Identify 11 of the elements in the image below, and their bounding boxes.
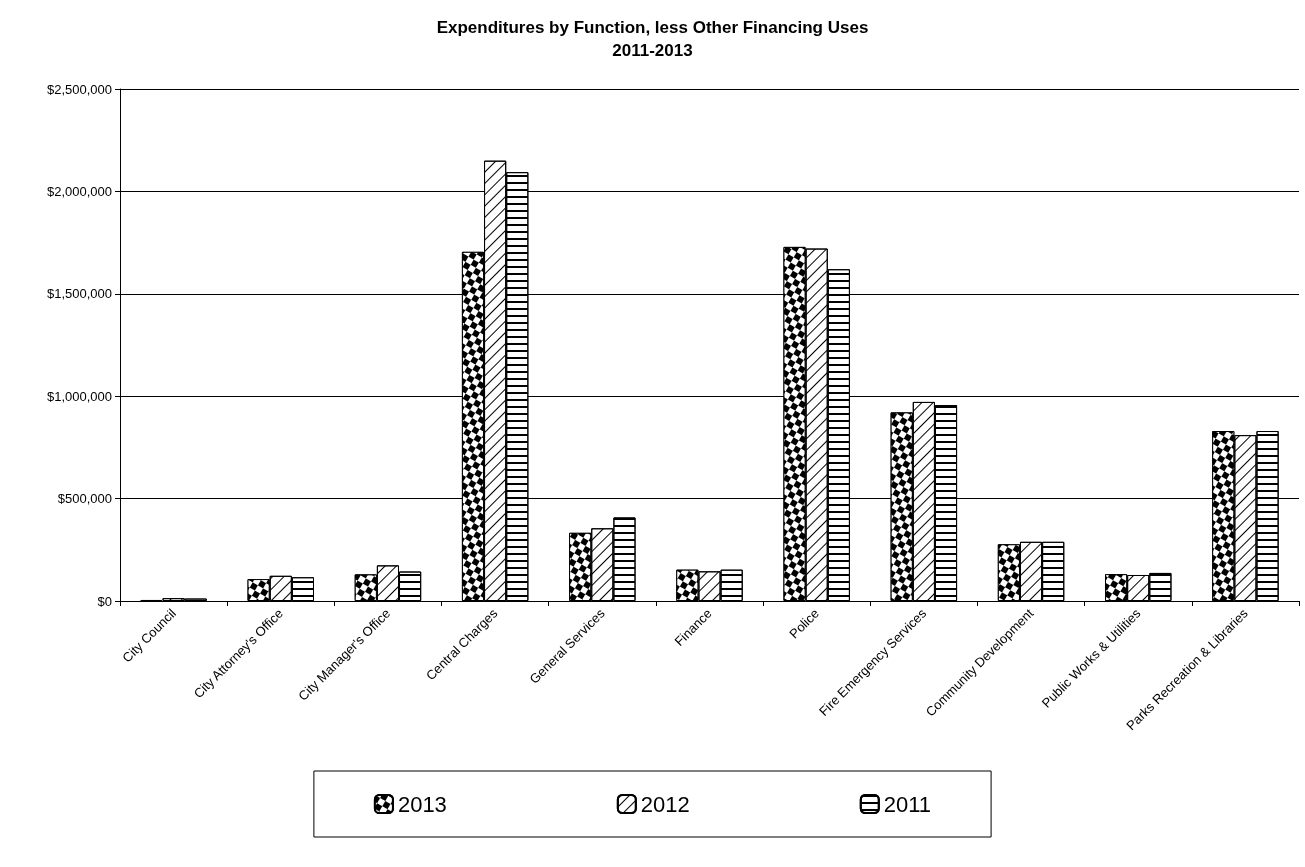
legend-label: 2013 xyxy=(397,791,447,817)
y-tick-label: $2,000,000 xyxy=(46,183,112,199)
legend-label: 2011 xyxy=(883,791,932,817)
chart-title: Expenditures by Function, less Other Financing Uses xyxy=(436,18,869,37)
y-tick-label: $1,500,000 xyxy=(46,286,112,302)
legend-label: 2012 xyxy=(640,791,690,817)
y-tick-label: $500,000 xyxy=(57,491,112,507)
y-tick-label: $1,000,000 xyxy=(46,388,112,404)
chart-subtitle: 2011-2013 xyxy=(612,41,693,60)
y-tick-label: $2,500,000 xyxy=(46,81,112,97)
y-tick-label: $0 xyxy=(97,593,112,609)
